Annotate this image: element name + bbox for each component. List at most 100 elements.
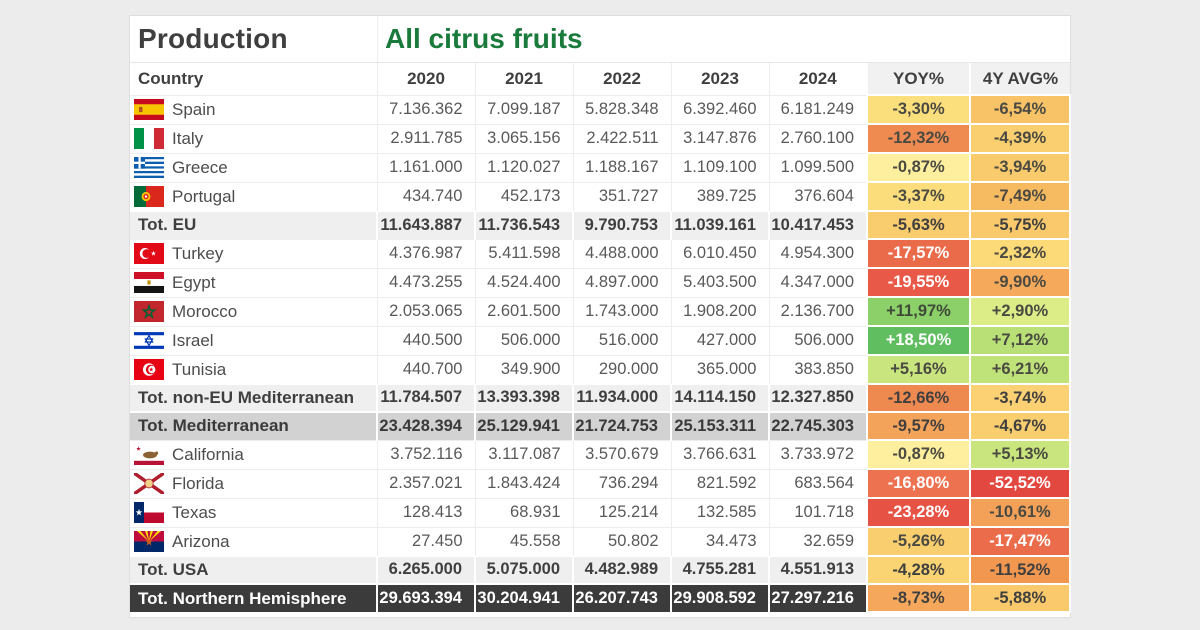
yoy-cell: -19,55% — [866, 267, 971, 298]
country-cell: Texas — [130, 497, 377, 527]
value-cell-2021: 506.000 — [474, 325, 573, 355]
column-header-2024: 2024 — [768, 63, 867, 95]
table-header-row: Country 2020 2021 2022 2023 2024 YOY% 4Y AVG% — [130, 63, 1070, 95]
value-cell-2024: 1.099.500 — [768, 152, 867, 182]
country-cell: Morocco — [130, 296, 377, 326]
value-cell-2020: 2.053.065 — [376, 296, 475, 326]
country-label: Florida — [172, 473, 224, 493]
table-row-italy: Italy 2.911.785 3.065.156 2.422.511 3.147.87… — [130, 123, 1071, 154]
country-cell: Egypt — [130, 267, 377, 297]
country-label: Italy — [172, 128, 204, 148]
value-cell-2021: 3.117.087 — [474, 439, 573, 469]
flag-greece-icon — [134, 157, 164, 178]
country-label: Portugal — [172, 186, 236, 206]
flag-spain-icon — [134, 99, 164, 120]
yoy-cell: +5,16% — [866, 354, 971, 385]
country-cell: Tot. Northern Hemisphere — [130, 583, 377, 612]
yoy-cell: -5,63% — [866, 210, 971, 240]
value-cell-2022: 9.790.753 — [572, 210, 671, 239]
value-cell-2020: 440.700 — [376, 354, 475, 384]
value-cell-2023: 6.392.460 — [670, 94, 769, 124]
avg-cell: -6,54% — [969, 94, 1071, 125]
value-cell-2024: 4.551.913 — [768, 555, 867, 584]
avg-cell: -4,67% — [969, 411, 1071, 441]
value-cell-2024: 27.297.216 — [768, 583, 867, 612]
country-cell: Tot. USA — [130, 555, 377, 584]
value-cell-2022: 290.000 — [572, 354, 671, 384]
value-cell-2021: 13.393.398 — [474, 383, 573, 412]
value-cell-2020: 4.473.255 — [376, 267, 475, 297]
avg-cell: -2,32% — [969, 238, 1071, 269]
avg-cell: -7,49% — [969, 181, 1071, 212]
value-cell-2024: 683.564 — [768, 468, 867, 498]
yoy-cell: -12,66% — [866, 383, 971, 413]
value-cell-2021: 349.900 — [474, 354, 573, 384]
value-cell-2023: 1.109.100 — [670, 152, 769, 182]
table-row-egypt: Egypt 4.473.255 4.524.400 4.897.000 5.403.50… — [130, 267, 1071, 298]
value-cell-2020: 29.693.394 — [376, 583, 475, 612]
yoy-cell: -8,73% — [866, 583, 971, 613]
country-cell: Arizona — [130, 526, 377, 556]
country-cell: Florida — [130, 468, 377, 498]
avg-cell: +6,21% — [969, 354, 1071, 385]
value-cell-2023: 3.766.631 — [670, 439, 769, 469]
value-cell-2021: 2.601.500 — [474, 296, 573, 326]
value-cell-2023: 14.114.150 — [670, 383, 769, 412]
column-header-2023: 2023 — [670, 63, 769, 95]
value-cell-2024: 101.718 — [768, 497, 867, 527]
country-label: Spain — [172, 99, 216, 119]
yoy-cell: -4,28% — [866, 555, 971, 585]
yoy-cell: -23,28% — [866, 497, 971, 528]
production-table: Country 2020 2021 2022 2023 2024 YOY% 4Y AVG% S… — [130, 63, 1071, 613]
yoy-cell: -0,87% — [866, 152, 971, 183]
yoy-cell: -3,37% — [866, 181, 971, 212]
flag-texas-icon — [134, 502, 164, 523]
flag-morocco-icon — [134, 301, 164, 322]
value-cell-2024: 6.181.249 — [768, 94, 867, 124]
value-cell-2021: 45.558 — [474, 526, 573, 556]
value-cell-2022: 125.214 — [572, 497, 671, 527]
value-cell-2022: 4.482.989 — [572, 555, 671, 584]
value-cell-2020: 3.752.116 — [376, 439, 475, 469]
value-cell-2022: 351.727 — [572, 181, 671, 211]
table-row-california: California 3.752.116 3.117.087 3.570.679 3.7… — [130, 439, 1071, 470]
country-cell: California — [130, 439, 377, 469]
value-cell-2020: 1.161.000 — [376, 152, 475, 182]
avg-cell: -10,61% — [969, 497, 1071, 528]
avg-cell: +7,12% — [969, 325, 1071, 356]
yoy-cell: -0,87% — [866, 439, 971, 470]
value-cell-2020: 23.428.394 — [376, 411, 475, 440]
value-cell-2023: 389.725 — [670, 181, 769, 211]
avg-cell: +5,13% — [969, 439, 1071, 470]
value-cell-2022: 3.570.679 — [572, 439, 671, 469]
value-cell-2022: 50.802 — [572, 526, 671, 556]
column-header-yoy: YOY% — [866, 63, 970, 95]
country-label: Arizona — [172, 531, 230, 551]
value-cell-2024: 506.000 — [768, 325, 867, 355]
value-cell-2023: 34.473 — [670, 526, 769, 556]
avg-cell: -4,39% — [969, 123, 1071, 154]
value-cell-2024: 12.327.850 — [768, 383, 867, 412]
page-title: Production — [138, 23, 288, 54]
value-cell-2020: 7.136.362 — [376, 94, 475, 124]
value-cell-2021: 4.524.400 — [474, 267, 573, 297]
value-cell-2021: 68.931 — [474, 497, 573, 527]
value-cell-2024: 2.136.700 — [768, 296, 867, 326]
value-cell-2020: 11.784.507 — [376, 383, 475, 412]
country-label: Morocco — [172, 301, 238, 321]
value-cell-2020: 128.413 — [376, 497, 475, 527]
country-cell: Tot. EU — [130, 210, 377, 239]
value-cell-2021: 30.204.941 — [474, 583, 573, 612]
yoy-cell: -9,57% — [866, 411, 971, 441]
value-cell-2021: 5.075.000 — [474, 555, 573, 584]
value-cell-2024: 376.604 — [768, 181, 867, 211]
report-subject-label: All citrus fruits — [385, 23, 583, 54]
table-row-tot-non-eu-mediterranean: Tot. non-EU Mediterranean 11.784.507 13.39… — [130, 383, 1071, 413]
value-cell-2022: 26.207.743 — [572, 583, 671, 612]
flag-portugal-icon — [134, 186, 164, 207]
country-label: Texas — [172, 502, 217, 522]
value-cell-2022: 1.188.167 — [572, 152, 671, 182]
value-cell-2021: 1.843.424 — [474, 468, 573, 498]
column-header-4y-avg: 4Y AVG% — [969, 63, 1070, 95]
